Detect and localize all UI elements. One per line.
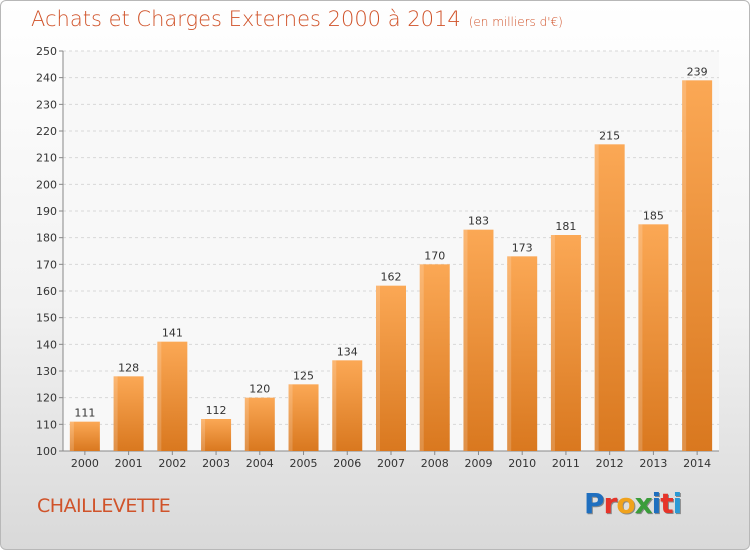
x-tick-label-2009: 2009 <box>464 457 492 470</box>
x-tick-label-2012: 2012 <box>596 457 624 470</box>
x-tick-label-2013: 2013 <box>639 457 667 470</box>
bar-2011 <box>550 235 581 451</box>
y-tick-label: 180 <box>36 232 57 245</box>
data-label-2004: 120 <box>249 383 270 396</box>
bar-highlight <box>638 224 643 451</box>
data-label-2000: 111 <box>74 407 95 420</box>
y-tick-label: 130 <box>36 365 57 378</box>
bar-2006 <box>332 360 363 451</box>
bar-highlight <box>682 80 687 451</box>
chart-title: Achats et Charges Externes 2000 à 2014 (e… <box>31 7 563 31</box>
bar-2001 <box>113 376 144 451</box>
data-label-2011: 181 <box>555 220 576 233</box>
x-tick-label-2000: 2000 <box>71 457 99 470</box>
y-tick-label: 160 <box>36 285 57 298</box>
bar-2009 <box>463 229 494 451</box>
data-label-2013: 185 <box>643 209 664 222</box>
x-tick-label-2001: 2001 <box>115 457 143 470</box>
logo-letter: i <box>651 487 662 520</box>
data-label-2009: 183 <box>468 215 489 228</box>
x-tick-label-2006: 2006 <box>333 457 361 470</box>
y-tick-label: 250 <box>36 45 57 58</box>
bar-highlight <box>288 384 293 451</box>
data-label-2005: 125 <box>293 369 314 382</box>
data-label-2014: 239 <box>687 65 708 78</box>
bar-highlight <box>113 376 118 451</box>
logo-letter: r <box>603 487 618 520</box>
bar-highlight <box>244 397 249 451</box>
logo-letter: x <box>634 487 653 520</box>
bar-2012 <box>594 144 625 452</box>
y-tick-label: 170 <box>36 258 57 271</box>
y-tick-label: 150 <box>36 312 57 325</box>
data-label-2008: 170 <box>424 249 445 262</box>
bar-2008 <box>419 264 450 451</box>
data-label-2003: 112 <box>206 404 227 417</box>
logo-letter: i <box>672 487 683 520</box>
bar-highlight <box>507 256 512 451</box>
bar-2010 <box>507 256 538 451</box>
x-tick-label-2005: 2005 <box>290 457 318 470</box>
x-tick-label-2008: 2008 <box>421 457 449 470</box>
data-label-2010: 173 <box>512 241 533 254</box>
x-tick-label-2014: 2014 <box>683 457 711 470</box>
data-label-2001: 128 <box>118 361 139 374</box>
y-tick-label: 190 <box>36 205 57 218</box>
bar-2002 <box>157 341 188 451</box>
bar-2004 <box>244 397 275 451</box>
data-label-2012: 215 <box>599 129 620 142</box>
bar-2014 <box>682 80 713 451</box>
bar-highlight <box>463 229 468 451</box>
y-tick-label: 140 <box>36 338 57 351</box>
bar-highlight <box>594 144 599 452</box>
bar-2013 <box>638 224 669 451</box>
bar-highlight <box>376 285 380 451</box>
bar-2003 <box>201 419 232 451</box>
bar-highlight <box>419 264 424 451</box>
logo-letter: t <box>660 487 673 520</box>
bar-highlight <box>157 341 162 451</box>
bar-highlight <box>550 235 555 451</box>
chart-subtitle: (en milliers d'€) <box>468 15 563 29</box>
commune-name: CHAILLEVETTE <box>37 495 171 517</box>
data-label-2002: 141 <box>162 327 183 340</box>
y-tick-label: 210 <box>36 152 57 165</box>
y-tick-label: 230 <box>36 98 57 111</box>
y-tick-label: 100 <box>36 445 57 458</box>
x-tick-label-2002: 2002 <box>158 457 186 470</box>
x-tick-label-2007: 2007 <box>377 457 405 470</box>
x-tick-label-2010: 2010 <box>508 457 536 470</box>
y-tick-label: 240 <box>36 72 57 85</box>
y-tick-label: 220 <box>36 125 57 138</box>
bar-highlight <box>332 360 337 451</box>
logo-letter: P <box>584 487 605 520</box>
data-label-2006: 134 <box>337 345 358 358</box>
bar-2000 <box>69 421 100 451</box>
bar-highlight <box>201 419 206 451</box>
x-tick-label-2011: 2011 <box>552 457 580 470</box>
bar-2005 <box>288 384 319 451</box>
chart-title-text: Achats et Charges Externes 2000 à 2014 <box>31 7 461 31</box>
logo-letter: o <box>616 487 635 520</box>
y-tick-label: 110 <box>36 418 57 431</box>
y-tick-label: 200 <box>36 178 57 191</box>
bar-highlight <box>69 421 74 451</box>
x-tick-label-2004: 2004 <box>246 457 274 470</box>
bar-2007 <box>376 285 406 451</box>
y-tick-label: 120 <box>36 392 57 405</box>
x-tick-label-2003: 2003 <box>202 457 230 470</box>
data-label-2007: 162 <box>381 271 402 284</box>
proxiti-logo: Proxiti <box>584 487 683 520</box>
